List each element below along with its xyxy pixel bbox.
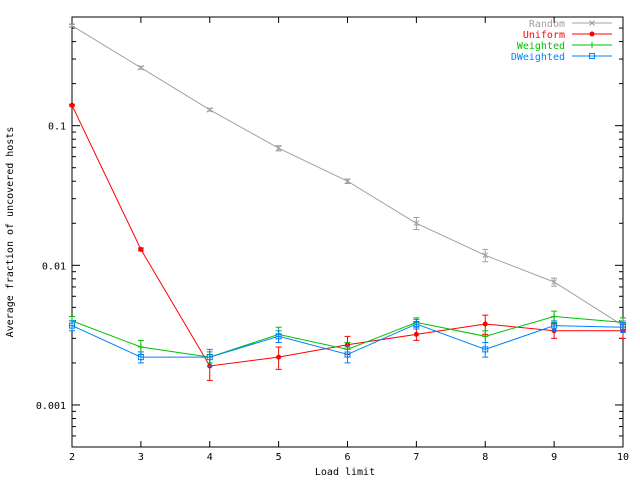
data-point — [413, 320, 420, 327]
series-random — [69, 22, 626, 332]
x-tick-label: 4 — [207, 452, 213, 463]
data-point — [413, 220, 420, 227]
y-tick-label: 0.1 — [48, 122, 66, 133]
legend-label: Weighted — [517, 41, 565, 52]
data-point — [275, 333, 282, 340]
error-bar — [206, 348, 213, 367]
data-point — [206, 106, 213, 113]
legend-label: DWeighted — [511, 52, 565, 63]
data-point — [69, 22, 75, 29]
data-point — [413, 331, 419, 337]
x-tick-label: 5 — [276, 452, 282, 463]
data-point — [344, 178, 351, 185]
data-point — [138, 64, 144, 71]
data-point — [482, 252, 489, 259]
data-point — [482, 346, 489, 353]
y-axis: 0.001 0.01 0.1 — [36, 27, 623, 448]
x-tick-label: 3 — [138, 452, 144, 463]
data-point — [275, 145, 282, 152]
y-axis-label: Average fraction of uncovered hosts — [5, 127, 16, 338]
series-line — [71, 25, 624, 327]
x-tick-label: 9 — [551, 452, 557, 463]
data-point — [138, 246, 144, 252]
x-tick-label: 2 — [69, 452, 75, 463]
x-tick-label: 10 — [617, 452, 629, 463]
data-point — [344, 351, 351, 358]
data-point — [69, 322, 75, 329]
series-layer — [69, 22, 626, 381]
x-axis: 2 3 4 5 6 7 8 9 10 — [69, 17, 629, 463]
data-point — [276, 354, 282, 360]
plot-frame — [71, 16, 624, 448]
legend-label: Uniform — [523, 30, 565, 41]
data-point — [137, 354, 144, 361]
y-tick-label: 0.001 — [36, 401, 66, 412]
data-point — [551, 313, 558, 320]
data-point — [482, 321, 488, 327]
data-point — [620, 324, 626, 331]
data-point — [551, 279, 557, 285]
x-axis-label: Load limit — [315, 467, 375, 478]
data-point — [69, 102, 75, 108]
error-bar — [620, 321, 626, 334]
series-dweighted — [69, 318, 626, 367]
series-line — [71, 323, 624, 358]
x-tick-label: 7 — [413, 452, 419, 463]
x-tick-label: 8 — [482, 452, 488, 463]
error-bar — [344, 346, 351, 364]
series-line — [71, 105, 623, 367]
data-point — [589, 20, 595, 26]
data-point — [206, 354, 213, 361]
data-point — [482, 333, 489, 340]
x-tick-label: 6 — [344, 452, 350, 463]
y-tick-label: 0.01 — [42, 261, 66, 272]
data-point — [589, 42, 595, 48]
legend-label: Random — [529, 19, 565, 30]
data-point — [137, 344, 144, 351]
data-point — [551, 322, 558, 329]
data-point — [589, 31, 595, 37]
data-point — [589, 53, 595, 59]
series-uniform — [69, 102, 626, 381]
